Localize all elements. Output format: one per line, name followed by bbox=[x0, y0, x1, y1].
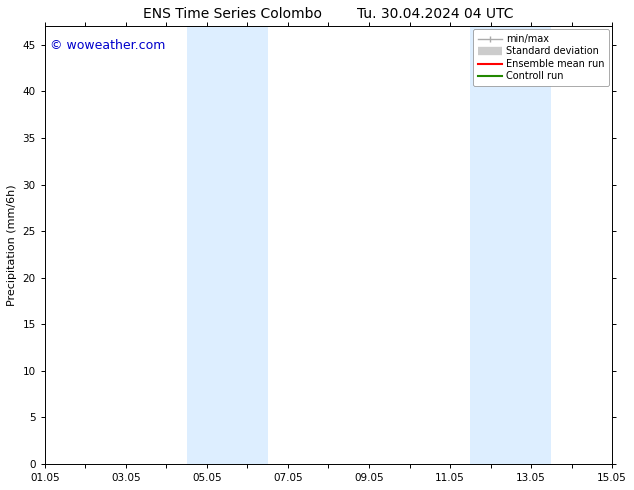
Bar bbox=[186, 26, 268, 464]
Title: ENS Time Series Colombo        Tu. 30.04.2024 04 UTC: ENS Time Series Colombo Tu. 30.04.2024 0… bbox=[143, 7, 514, 21]
Legend: min/max, Standard deviation, Ensemble mean run, Controll run: min/max, Standard deviation, Ensemble me… bbox=[473, 29, 609, 86]
Y-axis label: Precipitation (mm/6h): Precipitation (mm/6h) bbox=[7, 184, 17, 306]
Text: © woweather.com: © woweather.com bbox=[51, 39, 166, 52]
Bar bbox=[470, 26, 552, 464]
